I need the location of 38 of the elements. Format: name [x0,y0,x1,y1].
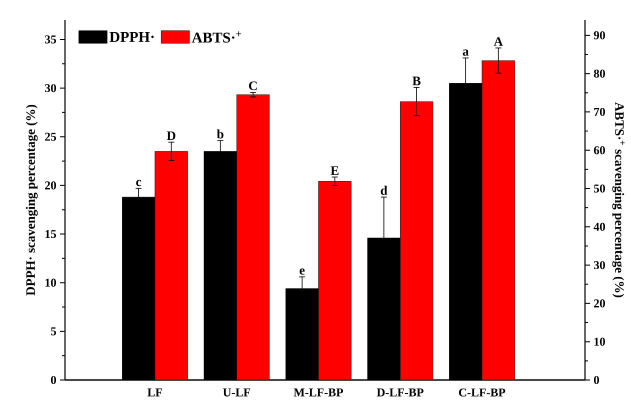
x-tick-label: C-LF-BP [458,388,506,397]
y2-tick-label: 0 [594,376,600,384]
y-tick-label: 15 [45,230,56,238]
annotation: d [380,186,388,195]
annotation: e [300,268,305,275]
y-tick-label: 25 [45,132,56,141]
y-tick-label: 5 [51,327,56,336]
x-tick-label: LF [148,388,162,396]
annotation: A [494,37,503,46]
y-tick-label: 0 [50,376,56,384]
annotation: c [136,180,142,186]
y2-tick-label: 50 [594,184,606,193]
y-tick-label: 35 [44,35,56,44]
y2-tick-label: 60 [594,146,606,154]
legend-label: DPPH· [110,32,154,42]
y2-tick-label: 70 [594,108,606,116]
y-tick-label: 20 [45,181,56,190]
y-tick-label: 30 [44,84,56,92]
annotation: C [249,81,257,90]
y2-tick-label: 90 [594,31,606,40]
annotation: D [166,131,176,140]
y-tick-label: 10 [45,278,56,287]
bar [318,181,352,380]
y2-tick-label: 40 [594,222,606,231]
y2-tick-label: 10 [594,338,606,346]
x-tick-label: M-LF-BP [294,388,344,396]
y-axis-title: DPPH· scavenging percentage (%) [26,104,38,296]
y2-tick-label: 30 [594,261,606,270]
y2-axis-title: ABTS·$^{+}$ scavenging percentage (%) [612,102,625,298]
annotation: a [462,50,469,56]
annotation: E [330,166,338,175]
y2-tick-label: 20 [594,299,606,308]
x-tick-label: U-LF [223,388,250,396]
y2-tick-label: 80 [594,70,606,78]
annotation: B [412,76,421,86]
annotation: b [216,129,224,138]
x-tick-label: D-LF-BP [376,388,424,396]
legend-label: ABTS·$^{+}$ [192,31,242,43]
